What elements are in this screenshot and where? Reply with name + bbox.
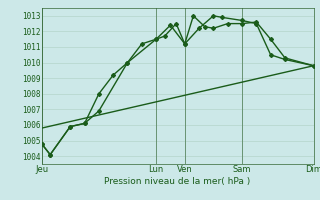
- X-axis label: Pression niveau de la mer( hPa ): Pression niveau de la mer( hPa ): [104, 177, 251, 186]
